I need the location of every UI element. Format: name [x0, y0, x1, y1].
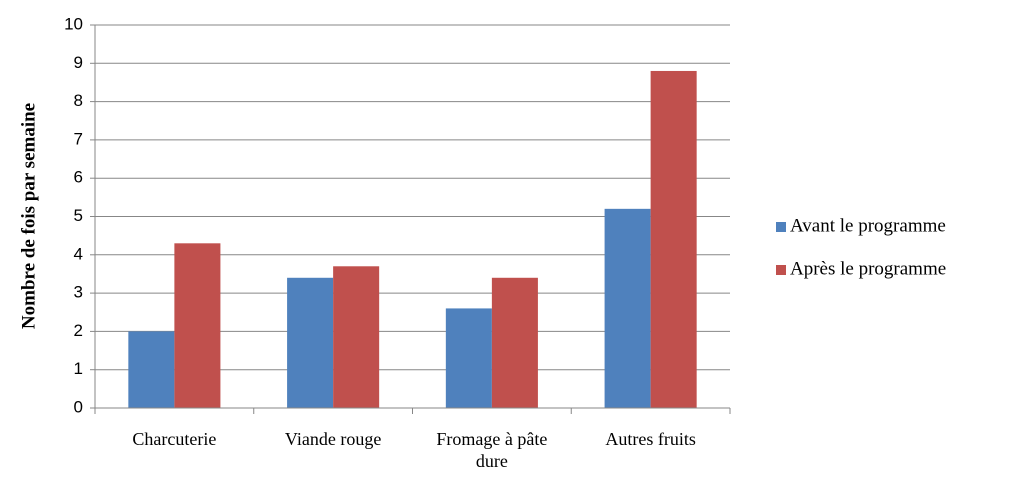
legend-label: Après le programme	[790, 258, 946, 279]
y-tick-label: 10	[64, 14, 83, 33]
x-tick-label: Fromage à pâte dure	[436, 429, 548, 471]
y-tick-label: 6	[74, 168, 83, 187]
y-tick-label: 7	[74, 129, 83, 148]
bar	[491, 277, 538, 408]
x-tick-label: Viande rouge	[284, 429, 382, 449]
y-tick-label: 2	[74, 321, 83, 340]
bar	[333, 266, 380, 408]
bar	[287, 277, 334, 408]
y-tick-label: 1	[74, 359, 83, 378]
bar	[650, 70, 697, 409]
y-tick-label: 5	[74, 206, 83, 225]
legend-swatch	[776, 265, 786, 275]
y-tick-label: 0	[74, 397, 83, 416]
y-tick-label: 3	[74, 283, 83, 302]
bar	[174, 243, 221, 408]
y-tick-label: 8	[74, 91, 83, 110]
bar	[604, 208, 651, 408]
bar	[445, 308, 492, 408]
legend-swatch	[776, 222, 786, 232]
x-tick-label: Charcuterie	[132, 429, 217, 449]
x-tick-label: Autres fruits	[605, 429, 696, 449]
y-axis-label: Nombre de fois par semaine	[18, 103, 39, 329]
y-tick-label: 9	[74, 53, 83, 72]
legend-label: Avant le programme	[790, 215, 946, 236]
bar	[128, 331, 175, 408]
y-tick-label: 4	[74, 244, 83, 263]
